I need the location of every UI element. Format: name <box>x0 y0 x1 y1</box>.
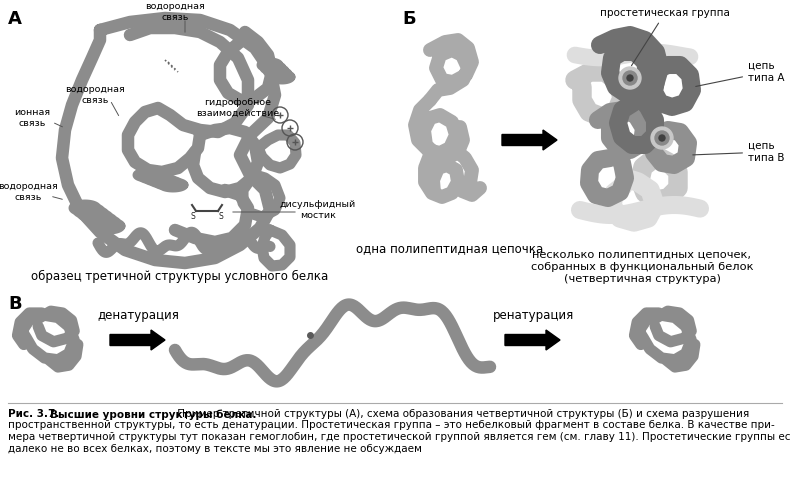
Text: цепь
типа В: цепь типа В <box>693 141 784 163</box>
Text: несколько полипептидных цепочек,: несколько полипептидных цепочек, <box>532 250 751 260</box>
FancyArrow shape <box>502 130 557 150</box>
Text: водородная
связь: водородная связь <box>0 182 58 202</box>
Text: S: S <box>190 212 195 221</box>
Text: мера четвертичной структуры тут показан гемоглобин, где простетической группой я: мера четвертичной структуры тут показан … <box>8 432 790 442</box>
Text: дисульфидный
мостик: дисульфидный мостик <box>280 200 356 220</box>
Text: S: S <box>219 212 224 221</box>
Text: пространственной структуры, то есть денатурации. Простетическая группа – это неб: пространственной структуры, то есть дена… <box>8 421 775 430</box>
FancyArrow shape <box>505 330 560 350</box>
Text: денатурация: денатурация <box>97 309 179 322</box>
Text: собранных в функциональный белок: собранных в функциональный белок <box>531 262 753 272</box>
Circle shape <box>619 67 641 89</box>
Text: (четвертичная структура): (четвертичная структура) <box>563 274 720 284</box>
FancyArrow shape <box>110 330 165 350</box>
Text: образец третичной структуры условного белка: образец третичной структуры условного бе… <box>32 270 329 283</box>
Text: ионная
связь: ионная связь <box>14 108 50 128</box>
Text: В: В <box>8 295 21 313</box>
Text: ренатурация: ренатурация <box>492 309 574 322</box>
Circle shape <box>659 135 665 141</box>
Text: простетическая группа: простетическая группа <box>600 8 730 66</box>
Text: водородная
связь: водородная связь <box>65 85 125 105</box>
Text: далеко не во всех белках, поэтому в тексте мы это явление не обсуждаем: далеко не во всех белках, поэтому в текс… <box>8 443 422 454</box>
Text: водородная
связь: водородная связь <box>145 2 205 22</box>
Text: Рис. 3.7.: Рис. 3.7. <box>8 409 59 419</box>
Text: А: А <box>8 10 22 28</box>
Text: одна полипептидная цепочка: одна полипептидная цепочка <box>356 242 544 255</box>
Text: цепь
типа А: цепь типа А <box>696 61 784 86</box>
Text: Пример третичной структуры (А), схема образования четвертичной структуры (Б) и с: Пример третичной структуры (А), схема об… <box>174 409 749 419</box>
Circle shape <box>623 71 637 85</box>
Text: Б: Б <box>402 10 416 28</box>
Circle shape <box>651 127 673 149</box>
Circle shape <box>627 75 633 81</box>
Text: гидрофобное
взаимодействие: гидрофобное взаимодействие <box>197 98 280 118</box>
Text: Высшие уровни структуры белка.: Высшие уровни структуры белка. <box>50 409 257 420</box>
Circle shape <box>655 131 669 145</box>
